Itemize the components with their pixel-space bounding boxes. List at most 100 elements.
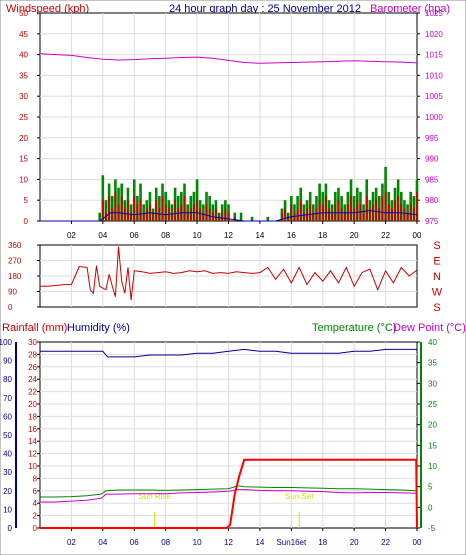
wind-bar <box>127 200 129 221</box>
gust-bar <box>176 196 180 221</box>
dir-y-tick-label: 0 <box>8 303 13 312</box>
rain-y-tick-label: 10 <box>28 462 37 471</box>
wind-x-tick-label: 20 <box>350 231 359 240</box>
temp-x-tick-label: 10 <box>193 538 202 547</box>
wind-bar <box>384 191 387 221</box>
avg-wind-line <box>40 210 418 222</box>
wind-direction-line <box>40 246 418 301</box>
wind-bar <box>378 208 381 221</box>
wind-bar <box>171 212 173 221</box>
wind-y-tick-label: 40 <box>19 51 28 60</box>
wind-bar <box>381 196 384 221</box>
wind-bar <box>365 196 368 221</box>
baro-y-tick-label: 1015 <box>425 51 443 60</box>
wind-y-tick-label: 50 <box>19 9 28 18</box>
wind-bar <box>139 200 142 221</box>
humidity-y-tick-label: 30 <box>3 468 12 477</box>
wind-x-tick-label: 10 <box>193 231 202 240</box>
wind-bar <box>114 191 117 221</box>
wind-y-tick-label: 5 <box>24 196 29 205</box>
wind-bar <box>315 208 318 221</box>
rain-y-tick-label: 14 <box>28 437 37 446</box>
temp-y-tick-label: 30 <box>428 379 437 388</box>
dir-y-tick-label: 90 <box>8 288 17 297</box>
gust-bar <box>266 216 270 221</box>
humidity-y-tick-label: 50 <box>3 431 12 440</box>
temp-x-tick-label: 04 <box>98 538 107 547</box>
gust-bar <box>158 196 161 221</box>
baro-y-tick-label: 1020 <box>425 30 443 39</box>
wind-bar <box>136 204 139 221</box>
rain-y-tick-label: 16 <box>28 425 37 434</box>
rain-y-tick-label: 6 <box>33 487 38 496</box>
wind-bar <box>312 212 315 221</box>
wind-x-tick-label: 12 <box>224 231 233 240</box>
compass-label: W <box>432 287 443 299</box>
rain-y-tick-label: 4 <box>33 499 38 508</box>
wind-bar <box>130 212 133 221</box>
temp-y-tick-label: 40 <box>428 338 437 347</box>
rain-y-tick-label: 30 <box>28 338 37 347</box>
wind-x-tick-label: 00 <box>413 231 422 240</box>
compass-label: S <box>433 302 440 314</box>
humidity-y-tick-label: 90 <box>3 357 12 366</box>
wind-x-tick-label: 02 <box>67 231 76 240</box>
temp-x-tick-label: 08 <box>161 538 170 547</box>
wind-bar <box>290 204 293 221</box>
wind-bar <box>409 204 412 221</box>
gust-bar <box>208 196 211 221</box>
wind-bar <box>328 208 330 221</box>
compass-label: S <box>433 240 440 252</box>
wind-bar <box>406 212 409 221</box>
wind-bar <box>284 208 286 221</box>
temp-y-tick-label: 10 <box>428 462 437 471</box>
compass-label: E <box>433 256 440 268</box>
wind-bar <box>101 200 104 221</box>
wind-bar <box>372 204 374 221</box>
wind-x-tick-label: 08 <box>161 231 170 240</box>
gust-bar <box>101 175 105 221</box>
dir-y-tick-label: 270 <box>8 257 22 266</box>
temp-x-tick-label: Sun16et <box>276 538 307 547</box>
gust-bar <box>352 196 356 221</box>
temp-x-tick-label: 12 <box>224 538 233 547</box>
wind-bar <box>177 208 180 221</box>
baro-y-tick-label: 990 <box>425 155 439 164</box>
humidity-y-tick-label: 70 <box>3 394 12 403</box>
wind-bar <box>133 196 136 221</box>
wind-bar <box>416 191 418 221</box>
wind-bar <box>158 208 161 221</box>
wind-bar <box>394 200 396 221</box>
gust-bar <box>412 196 416 221</box>
wind-bar <box>196 200 198 221</box>
wind-bar <box>221 212 224 221</box>
wind-y-tick-label: 0 <box>24 217 29 226</box>
wind-bar <box>142 212 145 221</box>
gust-bar <box>250 216 254 221</box>
baro-y-tick-label: 1010 <box>425 71 443 80</box>
wind-bar <box>205 204 208 221</box>
humidity-y-tick-label: 80 <box>3 375 12 384</box>
dewpoint-label: Dew Point (°C) <box>393 322 466 334</box>
temp-x-tick-label: 00 <box>413 538 422 547</box>
wind-bar <box>350 196 352 221</box>
rain-y-tick-label: 28 <box>28 350 37 359</box>
wind-bar <box>359 204 362 221</box>
wind-x-tick-label: 22 <box>381 231 390 240</box>
wind-x-tick-label: 14 <box>255 231 264 240</box>
wind-bar <box>368 208 371 221</box>
wind-bar <box>183 196 186 221</box>
wind-bar <box>108 196 111 221</box>
wind-bar <box>331 212 334 221</box>
wind-bar <box>353 208 356 221</box>
temp-y-tick-label: 5 <box>428 483 433 492</box>
wind-bar <box>111 208 114 221</box>
rainfall-line <box>40 458 418 529</box>
barometer-line <box>39 53 418 64</box>
humidity-line <box>40 348 417 358</box>
barometer-label: Barometer (hpa) <box>370 3 450 15</box>
wind-bar <box>218 216 220 221</box>
temp-y-tick-label: 20 <box>428 421 437 430</box>
